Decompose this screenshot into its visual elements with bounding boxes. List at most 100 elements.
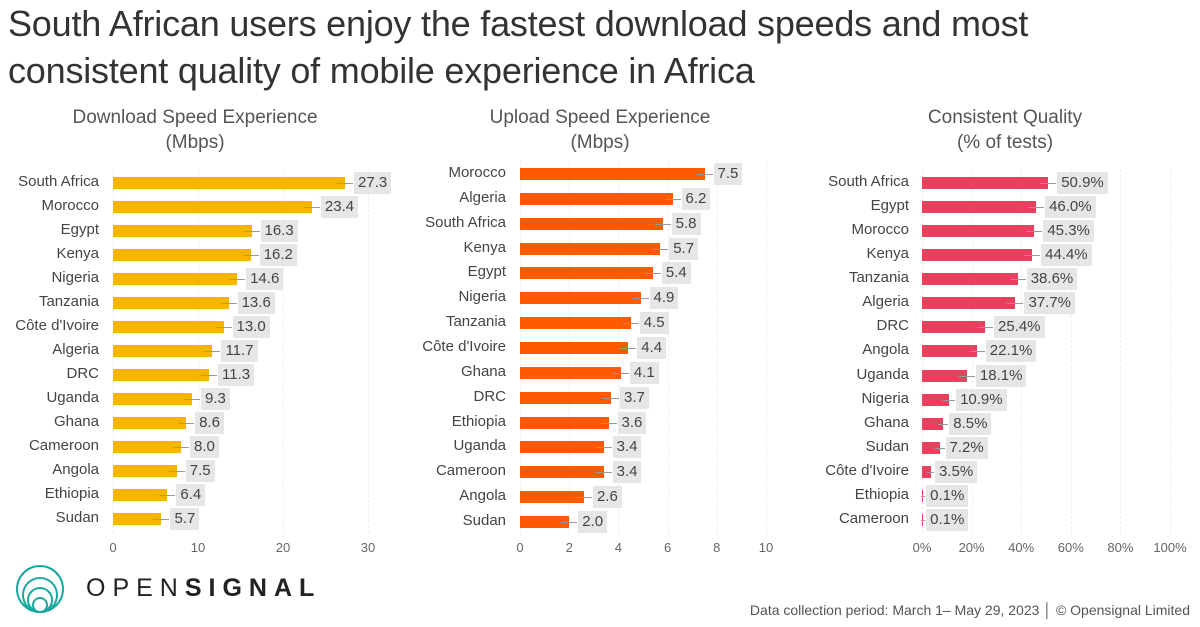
error-bar	[927, 471, 934, 473]
error-bar	[159, 495, 176, 496]
value-label: 23.4	[320, 196, 359, 218]
category-label: South Africa	[425, 213, 506, 231]
category-label: Algeria	[862, 293, 909, 311]
gridline	[283, 169, 284, 533]
value-label: 3.4	[612, 436, 642, 459]
x-tick-label: 40%	[1008, 540, 1035, 555]
category-label: Angola	[862, 341, 909, 359]
error-bar	[612, 372, 629, 374]
error-bar	[654, 223, 671, 225]
value-label: 3.6	[617, 411, 647, 434]
value-label: 6.4	[176, 484, 206, 506]
category-label: Uganda	[453, 437, 506, 455]
error-bar	[337, 183, 354, 184]
error-bar	[215, 327, 232, 328]
bar	[922, 465, 931, 478]
value-label: 45.3%	[1043, 220, 1094, 243]
category-label: Tanzania	[848, 269, 909, 287]
chart-title: Download Speed Experience	[72, 107, 318, 128]
value-label: 2.0	[578, 511, 608, 534]
value-label: 4.1	[629, 361, 659, 384]
bar	[113, 345, 213, 357]
value-label: 14.6	[246, 268, 284, 290]
logo-open: OPEN	[86, 574, 185, 602]
error-bar	[178, 423, 195, 424]
category-label: Kenya	[866, 245, 909, 263]
x-tick-label: 2	[565, 540, 573, 555]
chart-title: Consistent Quality	[927, 107, 1083, 128]
value-label: 18.1%	[975, 364, 1027, 387]
error-bar	[920, 519, 926, 521]
category-label: Algeria	[459, 188, 506, 206]
error-bar	[184, 399, 201, 400]
gridline	[716, 160, 718, 537]
value-label: 25.4%	[993, 316, 1045, 339]
bar	[520, 466, 604, 479]
error-bar	[575, 497, 592, 499]
bar	[520, 192, 673, 205]
bar	[113, 417, 187, 429]
error-bar	[242, 255, 259, 256]
category-label: Ghana	[460, 362, 506, 380]
category-label: Egypt	[60, 221, 99, 238]
category-label: DRC	[876, 317, 910, 335]
bar	[922, 273, 1018, 286]
error-bar	[603, 397, 620, 399]
footer-note: Data collection period: March 1– May 29,…	[749, 602, 1190, 618]
category-label: Côte d'Ivoire	[15, 317, 99, 334]
gridline	[667, 160, 669, 537]
x-tick-label: 6	[663, 540, 672, 555]
value-label: 3.4	[612, 461, 642, 484]
gridline	[1120, 169, 1122, 534]
category-label: Kenya	[56, 245, 99, 262]
gridline	[368, 169, 369, 533]
bar	[113, 393, 193, 405]
x-tick-label: 10	[758, 540, 774, 555]
category-label: Sudan	[865, 437, 909, 455]
value-label: 46.0%	[1045, 196, 1096, 219]
error-bar	[168, 471, 185, 472]
bar	[113, 297, 229, 309]
x-tick-label: 30	[360, 540, 376, 555]
x-tick-label: 20%	[958, 540, 985, 555]
value-label: 27.3	[354, 172, 392, 194]
category-label: DRC	[473, 387, 507, 405]
error-bar	[229, 279, 246, 280]
bar	[922, 177, 1049, 189]
chart-title: (% of tests)	[956, 132, 1054, 153]
x-tick-label: 60%	[1057, 540, 1084, 555]
chart-title: (Mbps)	[165, 132, 225, 153]
bar	[520, 217, 663, 230]
bar	[520, 317, 631, 330]
value-label: 8.5%	[949, 412, 992, 435]
bar	[113, 441, 181, 453]
error-bar	[220, 303, 237, 304]
bar	[113, 201, 312, 213]
x-tick-label: 4	[614, 540, 622, 555]
bar	[922, 201, 1037, 214]
category-label: Ethiopia	[44, 485, 99, 502]
bar	[113, 513, 162, 525]
headline-line-2: consistent quality of mobile experience …	[8, 50, 755, 91]
headline: South African users enjoy the fastest do…	[8, 0, 1028, 94]
value-label: 13.0	[232, 316, 270, 338]
category-label: Cameroon	[28, 437, 99, 454]
error-bar	[644, 273, 661, 275]
category-label: Ethiopia	[451, 412, 506, 430]
value-label: 7.5	[185, 460, 215, 482]
bar	[520, 168, 705, 180]
error-bar	[958, 375, 975, 377]
bar	[113, 321, 224, 333]
bar	[922, 249, 1033, 262]
error-bar	[1028, 207, 1045, 209]
category-label: Tanzania	[445, 313, 506, 331]
bar	[922, 345, 977, 358]
x-tick-label: 0	[516, 540, 524, 555]
value-label: 11.3	[218, 364, 255, 386]
error-bar	[153, 519, 170, 520]
value-label: 5.4	[661, 262, 691, 285]
error-bar	[561, 522, 578, 524]
value-label: 16.2	[259, 244, 297, 266]
bar	[922, 225, 1035, 238]
